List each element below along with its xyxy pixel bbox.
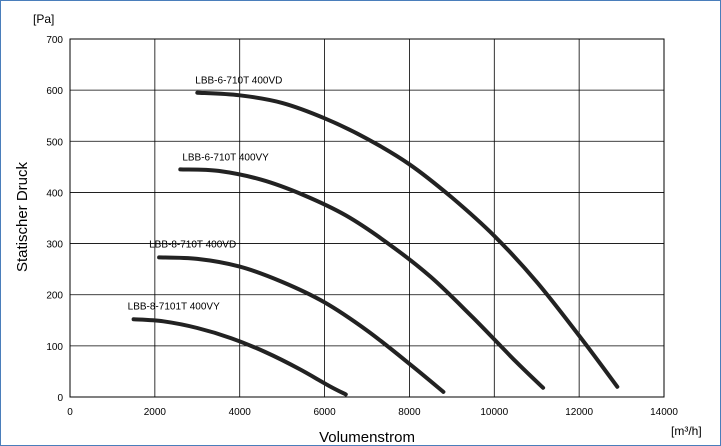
y-tick-label: 500	[46, 137, 63, 148]
x-tick-label: 6000	[313, 407, 336, 418]
series-label: LBB-8-710T 400VD	[149, 239, 236, 250]
x-unit-label: [m³/h]	[671, 424, 702, 438]
y-tick-label: 200	[46, 291, 63, 302]
grid	[69, 38, 665, 398]
x-tick-label: 14000	[650, 407, 678, 418]
series-line	[178, 167, 546, 390]
plot-area	[69, 38, 665, 398]
series-line	[131, 317, 348, 397]
series-labels: LBB-6-710T 400VD LBB-6-710T 400VY LBB-8-71…	[128, 76, 283, 313]
tick-labels: 0 2000 4000 6000 8000 10000 12000 14000 0 100 200 3…	[46, 35, 678, 418]
series-label: LBB-8-7101T 400VY	[128, 301, 220, 312]
y-tick-label: 600	[46, 86, 63, 97]
y-tick-label: 300	[46, 240, 63, 251]
y-tick-label: 100	[46, 342, 63, 353]
x-axis-label: Volumenstrom	[319, 429, 415, 445]
x-tick-label: 2000	[144, 407, 167, 418]
curves	[131, 90, 620, 397]
series-label: LBB-6-710T 400VY	[182, 152, 269, 163]
y-axis-label: Statischer Druck	[14, 161, 31, 272]
series-line	[195, 90, 620, 389]
y-tick-label: 0	[57, 393, 63, 404]
y-tick-label: 700	[46, 35, 63, 46]
y-tick-label: 400	[46, 188, 63, 199]
series-label: LBB-6-710T 400VD	[195, 76, 282, 87]
x-tick-label: 4000	[229, 407, 252, 418]
x-tick-label: 12000	[565, 407, 593, 418]
x-tick-label: 10000	[480, 407, 508, 418]
x-tick-label: 8000	[398, 407, 421, 418]
y-unit-label: [Pa]	[33, 12, 54, 26]
series-line	[157, 255, 446, 394]
x-tick-label: 0	[67, 407, 73, 418]
